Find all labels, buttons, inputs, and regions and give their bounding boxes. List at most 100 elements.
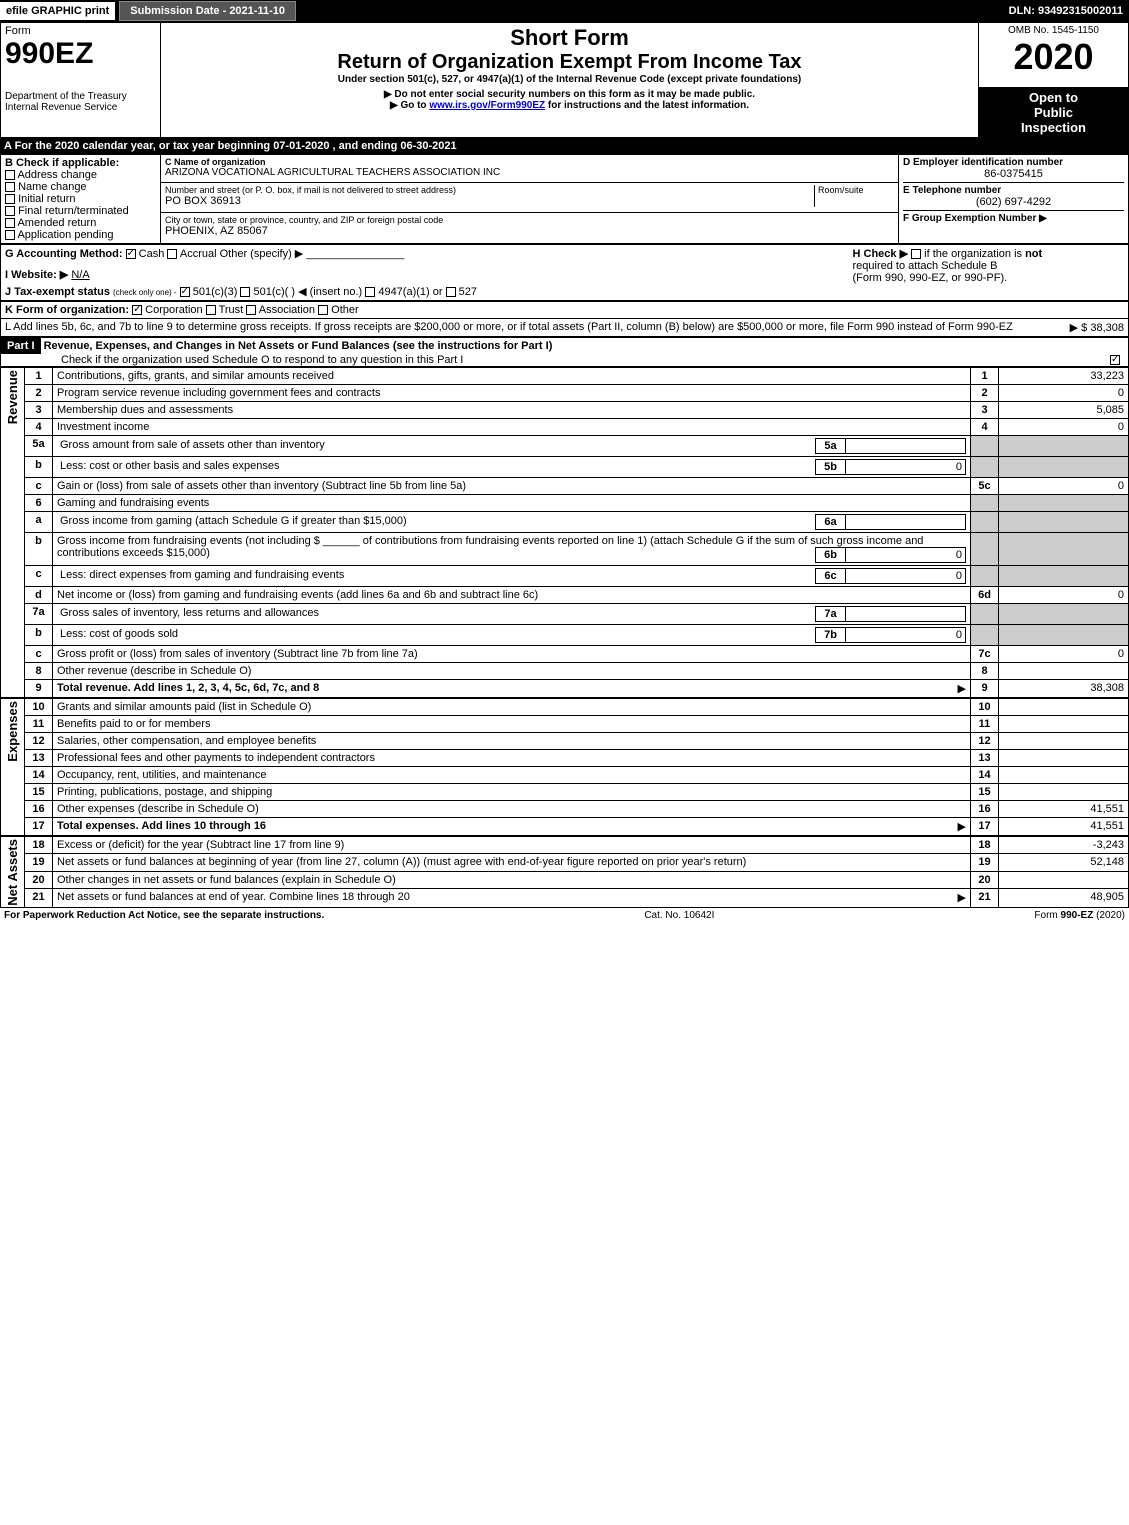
section-a-bar: A For the 2020 calendar year, or tax yea… xyxy=(0,138,1129,154)
e-label: E Telephone number xyxy=(903,182,1124,196)
line-amount: 41,551 xyxy=(999,800,1129,817)
line-amount xyxy=(999,698,1129,715)
check-final[interactable]: Final return/terminated xyxy=(5,205,156,217)
check-amended[interactable]: Amended return xyxy=(5,217,156,229)
check-address[interactable]: Address change xyxy=(5,169,156,181)
line-ref: 5c xyxy=(971,477,999,494)
line-amount xyxy=(999,662,1129,679)
gray-cell xyxy=(971,603,999,624)
line-ref: 12 xyxy=(971,732,999,749)
line-ref: 19 xyxy=(971,854,999,872)
check-name[interactable]: Name change xyxy=(5,181,156,193)
line-num: 7a xyxy=(25,603,53,624)
gray-cell xyxy=(971,456,999,477)
gray-cell xyxy=(999,624,1129,645)
open-line2: Public xyxy=(983,105,1124,120)
footer-right-post: (2020) xyxy=(1093,910,1125,921)
line-num: 12 xyxy=(25,732,53,749)
check-initial[interactable]: Initial return xyxy=(5,193,156,205)
other-org-checkbox[interactable] xyxy=(318,305,328,315)
line-ref: 20 xyxy=(971,871,999,889)
room-label: Room/suite xyxy=(818,185,894,195)
line-desc: Gaming and fundraising events xyxy=(53,494,971,511)
line-num: 17 xyxy=(25,817,53,835)
527-checkbox[interactable] xyxy=(446,287,456,297)
box-value xyxy=(846,438,966,453)
h-not: not xyxy=(1025,248,1042,260)
submission-date-button[interactable]: Submission Date - 2021-11-10 xyxy=(119,1,296,21)
line-ref: 2 xyxy=(971,384,999,401)
line-num: 5a xyxy=(25,435,53,456)
header-table: Form 990EZ Department of the Treasury In… xyxy=(0,22,1129,138)
box-value xyxy=(846,514,966,529)
cash-label: Cash xyxy=(139,248,165,260)
line9-text: Total revenue. Add lines 1, 2, 3, 4, 5c,… xyxy=(57,682,319,694)
line-desc: Less: direct expenses from gaming and fu… xyxy=(57,568,816,583)
accrual-checkbox[interactable] xyxy=(167,249,177,259)
line-21-desc: Net assets or fund balances at end of ye… xyxy=(53,889,971,908)
line17-text: Total expenses. Add lines 10 through 16 xyxy=(57,820,266,832)
line-ref: 1 xyxy=(971,367,999,384)
line-ref: 3 xyxy=(971,401,999,418)
501c3-checkbox[interactable] xyxy=(180,287,190,297)
box-label: 7b xyxy=(816,627,846,642)
cash-checkbox[interactable] xyxy=(126,249,136,259)
irs-link[interactable]: www.irs.gov/Form990EZ xyxy=(429,100,545,111)
city-label: City or town, state or province, country… xyxy=(165,215,894,225)
app-label: Application pending xyxy=(17,229,113,241)
j-opt2: 501(c)( ) ◀ (insert no.) xyxy=(253,286,362,298)
line-desc: Contributions, gifts, grants, and simila… xyxy=(53,367,971,384)
line-desc: Gain or (loss) from sale of assets other… xyxy=(53,477,971,494)
line-ref: 16 xyxy=(971,800,999,817)
assoc-checkbox[interactable] xyxy=(246,305,256,315)
gray-cell xyxy=(999,603,1129,624)
goto-line: ▶ Go to www.irs.gov/Form990EZ for instru… xyxy=(165,100,974,111)
box-label: 6a xyxy=(816,514,846,529)
gray-cell xyxy=(999,494,1129,511)
title-return: Return of Organization Exempt From Incom… xyxy=(165,51,974,74)
goto-pre: ▶ Go to xyxy=(390,100,429,111)
footer-right-pre: Form xyxy=(1034,910,1060,921)
h-text3: required to attach Schedule B xyxy=(853,260,1125,272)
line-amount: 0 xyxy=(999,384,1129,401)
line-desc: Program service revenue including govern… xyxy=(53,384,971,401)
gray-cell xyxy=(999,435,1129,456)
box-label: 5a xyxy=(816,438,846,453)
part1-title: Revenue, Expenses, and Changes in Net As… xyxy=(44,340,553,352)
line-num: a xyxy=(25,511,53,532)
line-desc: Less: cost of goods sold xyxy=(57,627,816,642)
4947-checkbox[interactable] xyxy=(365,287,375,297)
line-desc: Occupancy, rent, utilities, and maintena… xyxy=(53,766,971,783)
box-label: 5b xyxy=(816,459,846,474)
line-amount xyxy=(999,732,1129,749)
h-text1: H Check ▶ xyxy=(853,248,909,260)
line-num: c xyxy=(25,477,53,494)
j-label: J Tax-exempt status xyxy=(5,286,110,298)
box-value: 0 xyxy=(846,568,966,583)
footer-right-bold: 990-EZ xyxy=(1061,910,1094,921)
box-value xyxy=(846,606,966,621)
omb-number: OMB No. 1545-1150 xyxy=(983,25,1124,36)
top-bar: efile GRAPHIC print Submission Date - 20… xyxy=(0,0,1129,22)
l-amount: ▶ $ 38,308 xyxy=(1070,321,1124,334)
line-amount: 48,905 xyxy=(999,889,1129,908)
j-sub: (check only one) - xyxy=(113,288,177,297)
other-label: Other (specify) ▶ xyxy=(220,248,304,260)
part1-scheduleo-checkbox[interactable] xyxy=(1110,355,1120,365)
i-line: I Website: ▶ N/A xyxy=(5,268,845,281)
trust-checkbox[interactable] xyxy=(206,305,216,315)
gray-cell xyxy=(999,511,1129,532)
corp-checkbox[interactable] xyxy=(132,305,142,315)
line-num: d xyxy=(25,586,53,603)
check-application[interactable]: Application pending xyxy=(5,229,156,241)
form-word: Form xyxy=(5,25,156,37)
open-line3: Inspection xyxy=(983,120,1124,135)
h-checkbox[interactable] xyxy=(911,249,921,259)
gray-cell xyxy=(999,456,1129,477)
line-ref: 4 xyxy=(971,418,999,435)
l-text: L Add lines 5b, 6c, and 7b to line 9 to … xyxy=(5,321,1013,333)
j-opt4: 527 xyxy=(459,286,477,298)
gray-cell xyxy=(971,624,999,645)
form-number: 990EZ xyxy=(5,37,156,71)
501c-checkbox[interactable] xyxy=(240,287,250,297)
